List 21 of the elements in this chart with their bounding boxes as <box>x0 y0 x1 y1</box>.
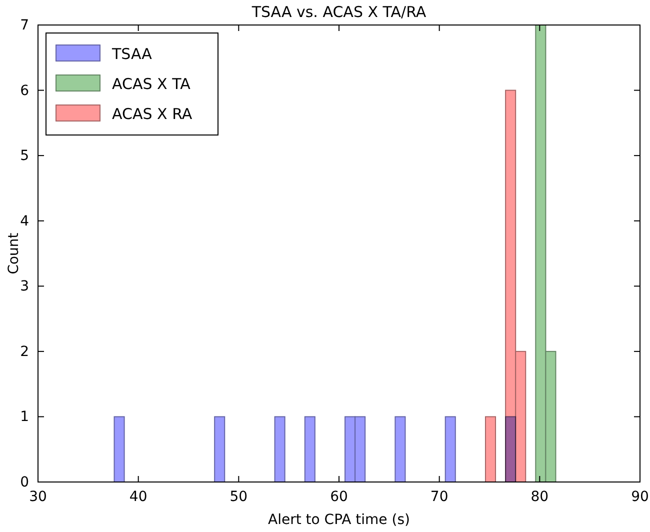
x-tick-label: 60 <box>330 488 348 505</box>
x-axis-title: Alert to CPA time (s) <box>268 512 410 528</box>
x-tick-label: 80 <box>530 488 549 505</box>
y-tick-label: 5 <box>20 148 29 164</box>
y-tick-label: 4 <box>20 213 30 230</box>
x-tick-label: 90 <box>631 488 649 505</box>
x-tick-label: 50 <box>230 488 248 505</box>
y-tick-label: 3 <box>20 278 29 295</box>
y-tick-label: 7 <box>20 17 29 34</box>
legend-label: TSAA <box>111 45 153 63</box>
legend-label: ACAS X TA <box>112 75 192 93</box>
y-tick-label: 2 <box>20 344 29 360</box>
x-tick-label: 70 <box>430 488 448 505</box>
y-tick-label: 1 <box>20 409 29 426</box>
y-axis-title: Count <box>6 232 22 274</box>
x-tick-label: 30 <box>29 488 47 505</box>
chart-title: TSAA vs. ACAS X TA/RA <box>250 3 427 21</box>
y-tick-label: 6 <box>20 82 30 99</box>
y-tick-label: 0 <box>20 474 29 490</box>
legend-label: ACAS X RA <box>112 105 193 123</box>
x-tick-label: 40 <box>129 488 148 505</box>
